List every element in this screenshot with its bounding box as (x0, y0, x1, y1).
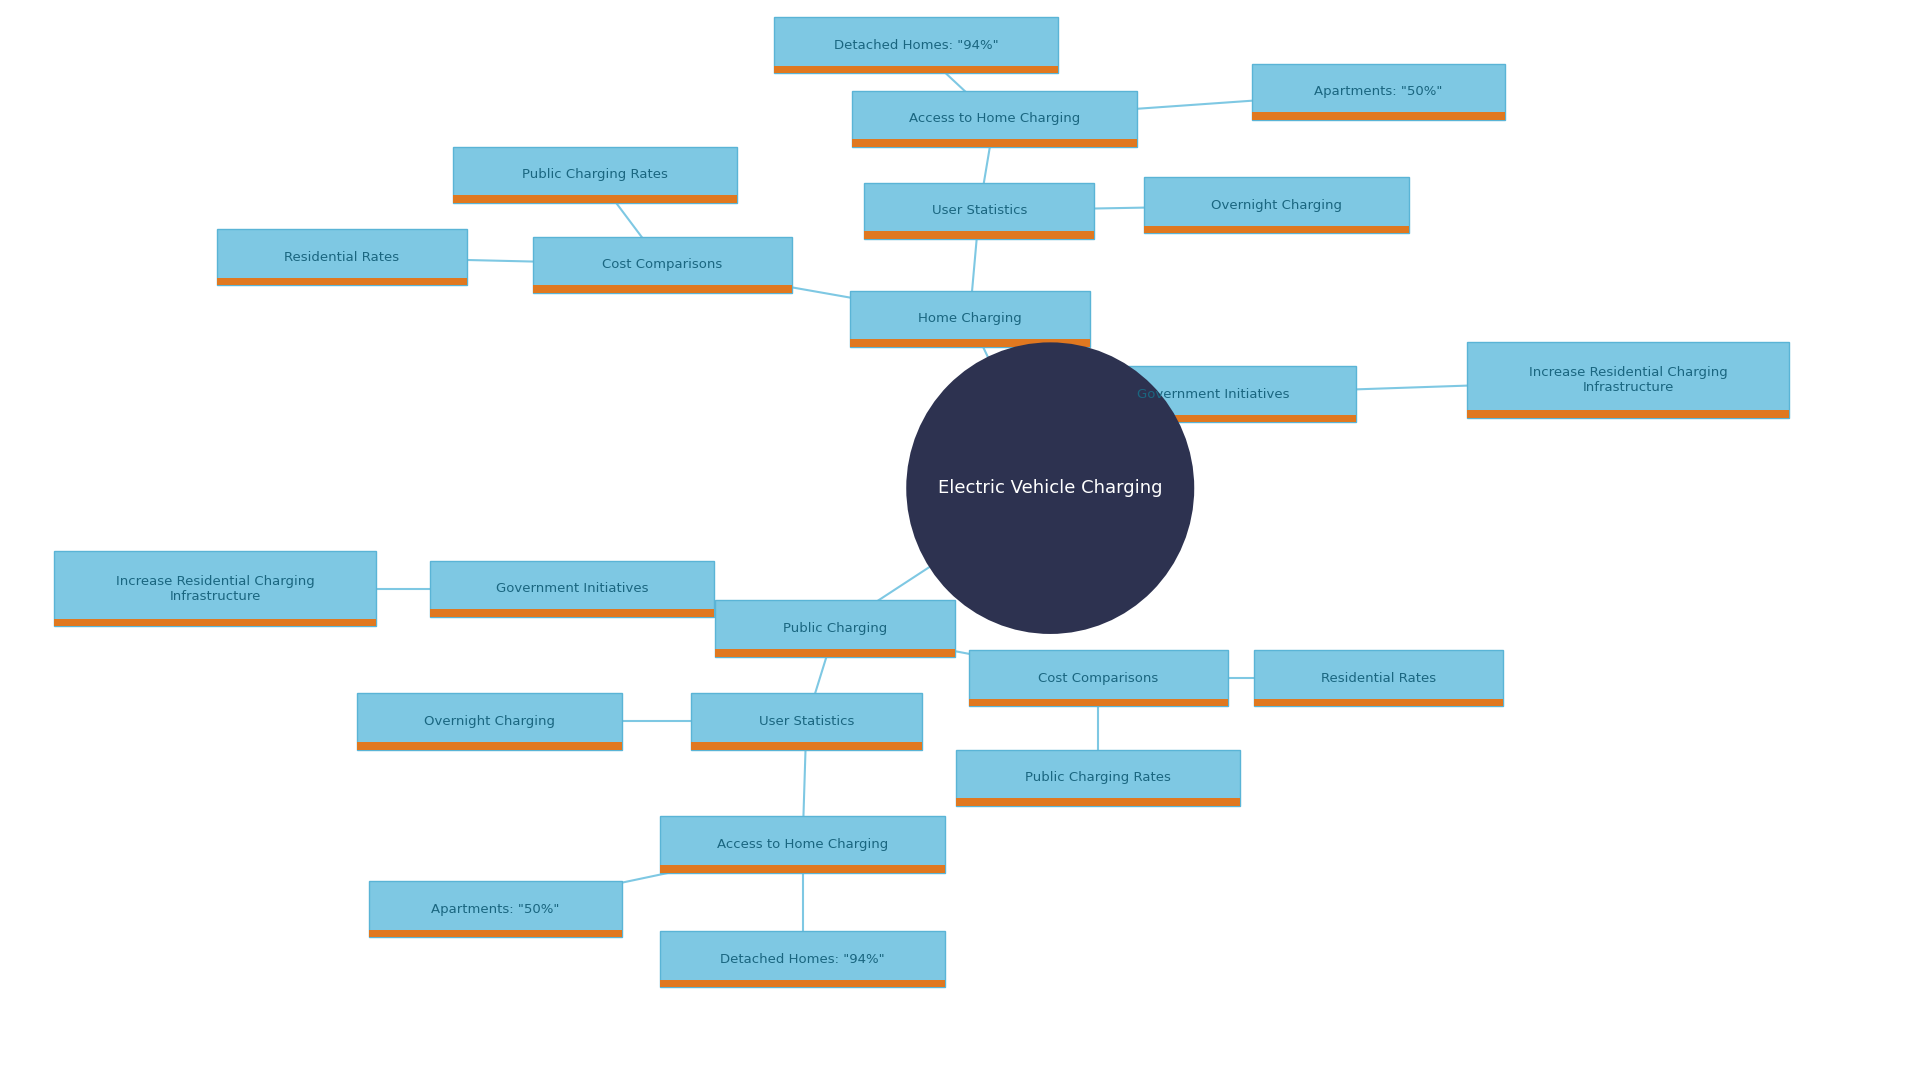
FancyBboxPatch shape (1144, 177, 1409, 233)
FancyBboxPatch shape (714, 600, 956, 657)
FancyBboxPatch shape (357, 693, 622, 750)
Text: Increase Residential Charging
Infrastructure: Increase Residential Charging Infrastruc… (1528, 366, 1728, 394)
FancyBboxPatch shape (660, 931, 945, 987)
FancyBboxPatch shape (1071, 366, 1356, 422)
FancyBboxPatch shape (849, 339, 1089, 347)
Text: Public Charging: Public Charging (783, 622, 887, 635)
Text: User Statistics: User Statistics (931, 204, 1027, 217)
Text: Apartments: "50%": Apartments: "50%" (1315, 85, 1442, 98)
Text: Residential Rates: Residential Rates (284, 251, 399, 264)
FancyBboxPatch shape (217, 278, 467, 285)
FancyBboxPatch shape (714, 649, 956, 657)
Text: Apartments: "50%": Apartments: "50%" (432, 903, 559, 916)
FancyBboxPatch shape (1467, 410, 1789, 418)
Text: Public Charging Rates: Public Charging Rates (1025, 771, 1171, 784)
FancyBboxPatch shape (1252, 112, 1505, 120)
FancyBboxPatch shape (852, 91, 1137, 147)
FancyBboxPatch shape (1144, 226, 1409, 233)
FancyBboxPatch shape (430, 609, 714, 617)
FancyBboxPatch shape (453, 195, 737, 203)
FancyBboxPatch shape (864, 183, 1094, 239)
FancyBboxPatch shape (430, 561, 714, 617)
FancyBboxPatch shape (54, 551, 376, 626)
FancyBboxPatch shape (968, 650, 1229, 706)
FancyBboxPatch shape (453, 147, 737, 203)
FancyBboxPatch shape (532, 285, 791, 293)
Text: Cost Comparisons: Cost Comparisons (603, 258, 722, 271)
Text: Government Initiatives: Government Initiatives (495, 582, 649, 595)
Text: Detached Homes: "94%": Detached Homes: "94%" (833, 39, 998, 52)
FancyBboxPatch shape (660, 980, 945, 987)
Text: Residential Rates: Residential Rates (1321, 672, 1436, 685)
FancyBboxPatch shape (217, 229, 467, 285)
FancyBboxPatch shape (1071, 415, 1356, 422)
Text: Electric Vehicle Charging: Electric Vehicle Charging (939, 480, 1162, 497)
Text: Increase Residential Charging
Infrastructure: Increase Residential Charging Infrastruc… (115, 575, 315, 603)
FancyBboxPatch shape (660, 865, 945, 873)
FancyBboxPatch shape (774, 17, 1058, 73)
FancyBboxPatch shape (968, 699, 1229, 706)
FancyBboxPatch shape (1254, 699, 1503, 706)
FancyBboxPatch shape (1252, 64, 1505, 120)
FancyBboxPatch shape (532, 237, 791, 293)
FancyBboxPatch shape (1254, 650, 1503, 706)
FancyBboxPatch shape (864, 231, 1094, 239)
Text: Access to Home Charging: Access to Home Charging (716, 838, 889, 851)
FancyBboxPatch shape (54, 619, 376, 626)
Text: User Statistics: User Statistics (758, 715, 854, 728)
FancyBboxPatch shape (852, 139, 1137, 147)
Text: Home Charging: Home Charging (918, 312, 1021, 325)
FancyBboxPatch shape (849, 291, 1089, 347)
FancyBboxPatch shape (357, 742, 622, 750)
Text: Public Charging Rates: Public Charging Rates (522, 168, 668, 181)
FancyBboxPatch shape (691, 693, 922, 750)
FancyBboxPatch shape (956, 750, 1240, 806)
FancyBboxPatch shape (660, 816, 945, 873)
FancyBboxPatch shape (369, 930, 622, 937)
Text: Overnight Charging: Overnight Charging (424, 715, 555, 728)
Ellipse shape (906, 342, 1194, 634)
Text: Detached Homes: "94%": Detached Homes: "94%" (720, 953, 885, 966)
FancyBboxPatch shape (1467, 342, 1789, 418)
FancyBboxPatch shape (774, 66, 1058, 73)
Text: Cost Comparisons: Cost Comparisons (1039, 672, 1158, 685)
FancyBboxPatch shape (691, 742, 922, 750)
FancyBboxPatch shape (956, 798, 1240, 806)
FancyBboxPatch shape (369, 881, 622, 937)
Text: Government Initiatives: Government Initiatives (1137, 388, 1290, 401)
Text: Overnight Charging: Overnight Charging (1212, 199, 1342, 212)
Text: Access to Home Charging: Access to Home Charging (908, 112, 1081, 125)
